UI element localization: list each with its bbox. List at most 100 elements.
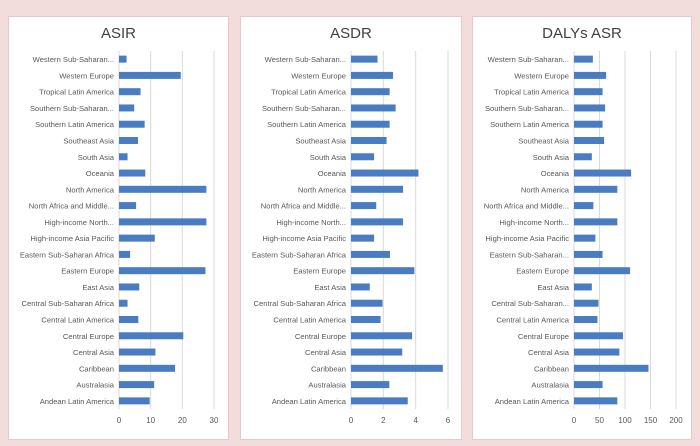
x-tick-label: 30 [210,416,219,425]
category-label: Central Asia [305,348,347,357]
chart-panel-asdr: ASDR 0 2 4 6 Western Sub-Saharan... Western E… [240,16,462,440]
chart-title: ASDR [330,25,372,42]
category-label: Central Sub-Saharan Africa [22,299,115,308]
category-label: High-income North... [44,218,114,227]
bar [574,381,603,389]
category-label: Western Europe [59,71,114,80]
bar [574,397,618,405]
category-label: High-income Asia Pacific [485,234,569,243]
category-label: Southern Latin America [35,120,115,129]
x-tick-label: 2 [381,416,386,425]
bar [574,55,593,63]
bar [119,185,207,193]
bar [119,397,150,405]
chart-asdr: 0 2 4 6 Western Sub-Saharan... Western Europe… [252,51,451,425]
category-label: Western Sub-Saharan... [33,55,114,64]
bar [119,153,128,161]
bar [574,283,592,291]
bar [119,88,141,96]
category-label: Central Latin America [273,316,346,325]
bar [351,104,396,112]
bar [351,267,415,275]
bar [351,137,387,144]
bar [351,332,413,340]
chart-asir: 0 10 20 30 Western Sub-Saharan... Western Eur… [20,51,219,425]
category-label: Western Europe [291,71,346,80]
bar [119,55,127,63]
bar [574,218,618,226]
category-label: East Asia [82,283,114,292]
category-label: Caribbean [311,364,346,373]
category-label: East Asia [314,283,346,292]
category-label: Tropical Latin America [271,88,347,97]
bar [351,153,375,161]
chart-panel-asir: ASIR 0 10 20 30 Western Sub-Saharan... Wester… [8,16,229,440]
bar [574,299,599,307]
category-label: Central Asia [73,348,115,357]
bar [119,267,206,275]
bar [351,120,390,128]
category-label: Western Sub-Saharan... [265,55,346,64]
bar [574,88,603,96]
category-label: High-income North... [276,218,346,227]
category-label: Central Europe [518,332,569,341]
bar [574,234,596,242]
category-label: North Africa and Middle... [484,202,569,211]
category-label: Central Latin America [496,316,569,325]
bar [574,169,632,177]
bar [351,397,408,405]
category-label: Andean Latin America [40,397,115,406]
bar [119,169,146,177]
category-label: High-income Asia Pacific [30,234,114,243]
chart-dalys-asr: 0 50 100 150 200 Western Sub-Saharan... Wester… [484,51,683,425]
x-tick-label: 200 [669,416,683,425]
category-label: Australasia [531,381,569,390]
bar [119,234,155,242]
category-label: Caribbean [534,364,569,373]
category-label: Caribbean [79,364,114,373]
category-label: East Asia [537,283,569,292]
category-label: Australasia [308,381,346,390]
category-label: Eastern Sub-Saharan... [490,250,569,259]
bar [574,250,603,258]
category-label: North America [66,185,115,194]
bar [574,267,631,275]
category-label: Andean Latin America [495,397,570,406]
bar [351,88,390,96]
category-label: Eastern Europe [293,267,346,276]
category-label: High-income North... [499,218,569,227]
bar [351,218,404,226]
category-label: Southern Latin America [490,120,570,129]
bar [351,364,443,372]
bar [351,185,404,193]
bar [574,348,620,356]
category-label: Central Sub-Saharan Africa [254,299,347,308]
bar [119,104,135,112]
bar [119,71,181,79]
category-label: Oceania [86,169,115,178]
category-label: Andean Latin America [272,397,347,406]
bar [119,283,140,291]
category-label: Australasia [76,381,114,390]
x-tick-label: 0 [572,416,577,425]
bar [119,381,155,389]
category-label: Eastern Europe [516,267,569,276]
category-label: Southern Sub-Saharan... [30,104,114,113]
bar [351,55,378,63]
bar [351,283,370,291]
bar [574,153,592,161]
chart-title: DALYs ASR [542,25,622,42]
category-label: Southern Sub-Saharan... [485,104,569,113]
x-tick-label: 150 [644,416,658,425]
category-label: Oceania [318,169,347,178]
bar [574,202,594,210]
bar [351,381,390,389]
category-label: Central Asia [528,348,570,357]
category-label: North Africa and Middle... [261,202,346,211]
x-tick-label: 0 [349,416,354,425]
bar [574,71,607,79]
x-tick-label: 0 [117,416,122,425]
bar [119,332,184,340]
bar [119,364,176,372]
category-label: Central Sub-Saharan... [491,299,569,308]
